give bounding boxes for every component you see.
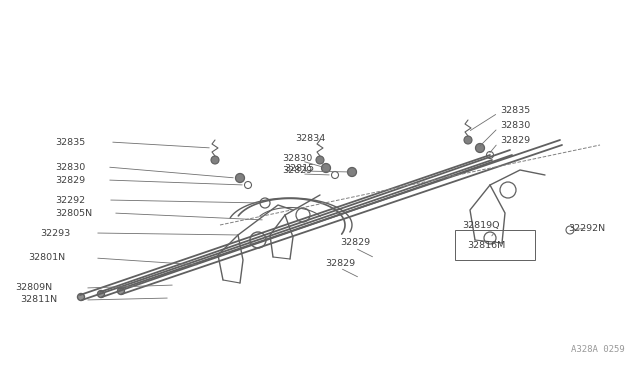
Text: 32292N: 32292N bbox=[568, 224, 605, 232]
Text: 32834: 32834 bbox=[295, 134, 325, 142]
Text: A328A 0259: A328A 0259 bbox=[572, 345, 625, 354]
Text: 32809N: 32809N bbox=[15, 283, 52, 292]
Bar bbox=[455, 230, 535, 260]
Text: 32829: 32829 bbox=[500, 135, 530, 144]
Text: 32830: 32830 bbox=[282, 154, 312, 163]
Text: 32829: 32829 bbox=[282, 166, 312, 174]
Ellipse shape bbox=[476, 144, 484, 153]
Ellipse shape bbox=[97, 291, 104, 298]
Text: 32819Q: 32819Q bbox=[462, 221, 499, 230]
Text: 32811N: 32811N bbox=[20, 295, 57, 305]
Text: 32801N: 32801N bbox=[28, 253, 65, 263]
Text: 32829: 32829 bbox=[325, 259, 355, 267]
Text: 32829: 32829 bbox=[340, 237, 370, 247]
Ellipse shape bbox=[348, 167, 356, 176]
Ellipse shape bbox=[464, 136, 472, 144]
Text: 32292: 32292 bbox=[55, 196, 85, 205]
Ellipse shape bbox=[211, 156, 219, 164]
Ellipse shape bbox=[236, 173, 244, 183]
Ellipse shape bbox=[118, 288, 125, 295]
Text: 32805N: 32805N bbox=[55, 208, 92, 218]
Ellipse shape bbox=[316, 156, 324, 164]
Text: 32835: 32835 bbox=[500, 106, 531, 115]
Text: 32835: 32835 bbox=[55, 138, 85, 147]
Ellipse shape bbox=[77, 294, 84, 301]
Text: 32830: 32830 bbox=[500, 121, 531, 129]
Text: 32829: 32829 bbox=[55, 176, 85, 185]
Ellipse shape bbox=[321, 164, 330, 173]
Text: 32815: 32815 bbox=[284, 164, 314, 173]
Text: 32293: 32293 bbox=[40, 228, 70, 237]
Text: 32816M: 32816M bbox=[467, 241, 505, 250]
Text: 32830: 32830 bbox=[55, 163, 85, 171]
